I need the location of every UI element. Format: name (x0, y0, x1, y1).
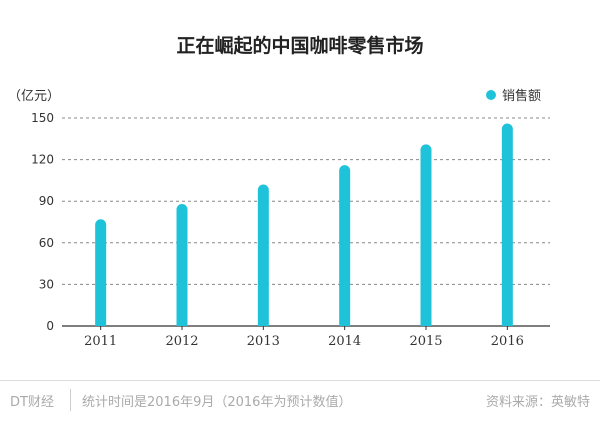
gridlines (62, 117, 550, 285)
y-tick-label: 90 (39, 194, 54, 208)
bar (257, 184, 269, 326)
legend-label: 销售额 (502, 88, 541, 104)
x-tick-label: 2014 (328, 334, 361, 349)
footer-note: 统计时间是2016年9月（2016年为预计数值） (82, 395, 352, 410)
y-tick-label: 0 (46, 319, 54, 333)
y-axis: 0 30 60 90 120 150 (31, 111, 550, 333)
chart: 正在崛起的中国咖啡零售市场 （亿元） 销售额 0 30 60 90 120 150 201… (8, 34, 550, 349)
footer-source: 资料来源：英敏特 (485, 395, 590, 410)
footer-brand: DT财经 (10, 395, 54, 410)
bars (95, 123, 513, 326)
y-tick-label: 120 (31, 153, 54, 167)
bar (501, 123, 513, 326)
bar (176, 203, 188, 326)
x-tick-label: 2013 (247, 334, 280, 349)
y-tick-label: 60 (39, 236, 54, 250)
x-tick-label: 2012 (165, 334, 198, 349)
y-tick-label: 30 (39, 277, 54, 291)
x-tick-label: 2015 (409, 334, 442, 349)
x-tick-label: 2011 (84, 334, 117, 349)
legend: 销售额 (486, 88, 541, 104)
footer: DT财经 统计时间是2016年9月（2016年为预计数值） 资料来源：英敏特 (0, 380, 600, 421)
chart-title: 正在崛起的中国咖啡零售市场 (176, 34, 423, 57)
legend-marker (486, 90, 496, 100)
bar (95, 219, 107, 326)
bar (420, 144, 432, 326)
y-axis-unit-label: （亿元） (8, 89, 60, 104)
footer-divider (70, 389, 71, 411)
y-tick-label: 150 (31, 111, 54, 125)
bar (339, 165, 351, 326)
x-axis: 2011 2012 2013 2014 2015 2016 (84, 326, 524, 349)
x-tick-label: 2016 (491, 334, 524, 349)
